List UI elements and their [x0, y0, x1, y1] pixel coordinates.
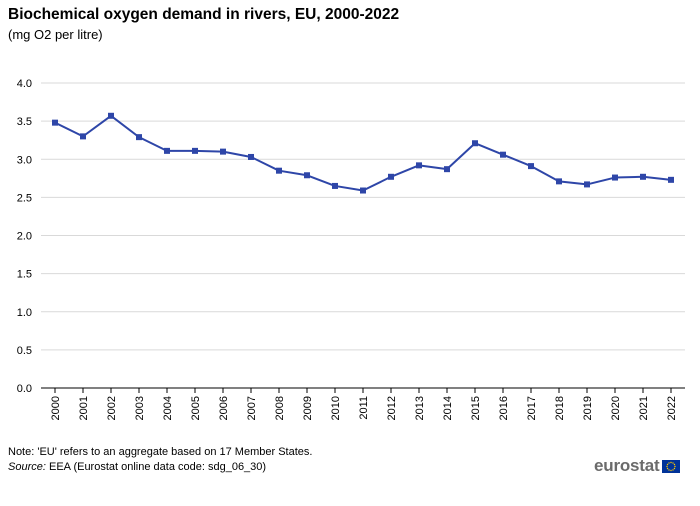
flag-star [674, 467, 676, 469]
x-tick-label: 2019 [582, 396, 594, 420]
x-tick-label: 2016 [498, 396, 510, 420]
x-axis-ticks: 2000 2001 2002 2003 2004 2005 2006 2007 2008 2009… [50, 388, 678, 420]
flag-star [667, 463, 669, 465]
x-tick-label: 2005 [190, 396, 202, 420]
x-tick-label: 2010 [330, 396, 342, 420]
eu-flag-icon [662, 459, 681, 473]
line-chart: 0.0 0.5 1.0 1.5 2.0 2.5 3.0 3.5 4.0 2000 2001 2002… [17, 78, 685, 420]
x-tick-label: 2013 [414, 396, 426, 420]
flag-star [674, 463, 676, 465]
flag-star [666, 465, 669, 467]
x-tick-label: 2001 [78, 396, 90, 420]
eurostat-logo: eurostat [594, 456, 681, 476]
y-axis-ticks: 0.0 0.5 1.0 1.5 2.0 2.5 3.0 3.5 4.0 [17, 78, 32, 395]
flag-star [672, 468, 675, 471]
logo-wordmark: eurostat [594, 456, 660, 475]
data-point-2003 [136, 134, 142, 141]
series-eu [52, 112, 674, 194]
source-line: Source: EEA (Eurostat online data code: … [8, 461, 266, 473]
flag-star [668, 468, 671, 471]
data-point-2007 [248, 153, 254, 160]
y-tick-label: 2.5 [17, 192, 32, 204]
x-tick-label: 2003 [134, 396, 146, 420]
x-tick-label: 2015 [470, 396, 482, 420]
x-tick-label: 2006 [218, 396, 230, 420]
x-tick-label: 2012 [386, 396, 398, 420]
x-tick-label: 2008 [274, 396, 286, 420]
data-point-2004 [164, 147, 170, 154]
data-point-2012 [388, 173, 394, 180]
data-point-2001 [80, 133, 86, 140]
grid-lines [41, 82, 685, 389]
x-tick-label: 2017 [526, 396, 538, 420]
data-point-2008 [276, 167, 282, 174]
data-point-2021 [640, 173, 646, 180]
flag-star [668, 461, 671, 464]
chart-title: Biochemical oxygen demand in rivers, EU,… [8, 6, 400, 23]
data-point-2022 [668, 176, 674, 183]
data-point-2006 [220, 148, 226, 155]
x-tick-label: 2011 [358, 396, 370, 420]
data-point-2000 [52, 119, 58, 126]
y-tick-label: 1.5 [17, 269, 32, 281]
flag-star [670, 461, 673, 463]
source-label: Source: [8, 461, 46, 473]
flag-star [667, 467, 669, 469]
y-tick-label: 4.0 [17, 78, 32, 90]
data-point-2013 [416, 162, 422, 169]
data-point-2011 [360, 187, 366, 194]
y-tick-label: 1.0 [17, 307, 32, 319]
x-tick-label: 2004 [162, 396, 174, 420]
x-tick-label: 2021 [638, 396, 650, 420]
data-point-2018 [556, 178, 562, 185]
data-point-2014 [444, 166, 450, 173]
y-tick-label: 3.0 [17, 154, 32, 166]
x-tick-label: 2002 [106, 396, 118, 420]
y-tick-label: 0.5 [17, 345, 32, 357]
data-point-2020 [612, 174, 618, 181]
flag-star [672, 461, 675, 464]
footnote: Note: 'EU' refers to an aggregate based … [8, 446, 313, 458]
data-point-2005 [192, 147, 198, 154]
chart-subtitle: (mg O2 per litre) [8, 27, 103, 42]
source-text: EEA (Eurostat online data code: sdg_06_3… [45, 461, 267, 473]
data-point-2017 [528, 163, 534, 170]
x-tick-label: 2014 [442, 396, 454, 420]
flag-star [670, 469, 673, 471]
x-tick-label: 2009 [302, 396, 314, 420]
x-tick-label: 2000 [50, 396, 62, 420]
data-point-2019 [584, 181, 590, 188]
y-tick-label: 2.0 [17, 231, 32, 243]
series-line [54, 114, 672, 192]
x-tick-label: 2007 [246, 396, 258, 420]
data-point-2016 [500, 151, 506, 158]
flag-star [674, 465, 677, 467]
x-tick-label: 2018 [554, 396, 566, 420]
data-point-2002 [108, 112, 114, 119]
data-point-2015 [472, 140, 478, 147]
data-point-2010 [332, 182, 338, 189]
y-tick-label: 3.5 [17, 116, 32, 128]
x-tick-label: 2022 [666, 396, 678, 420]
x-tick-label: 2020 [610, 396, 622, 420]
data-point-2009 [304, 172, 310, 179]
y-tick-label: 0.0 [17, 383, 32, 395]
